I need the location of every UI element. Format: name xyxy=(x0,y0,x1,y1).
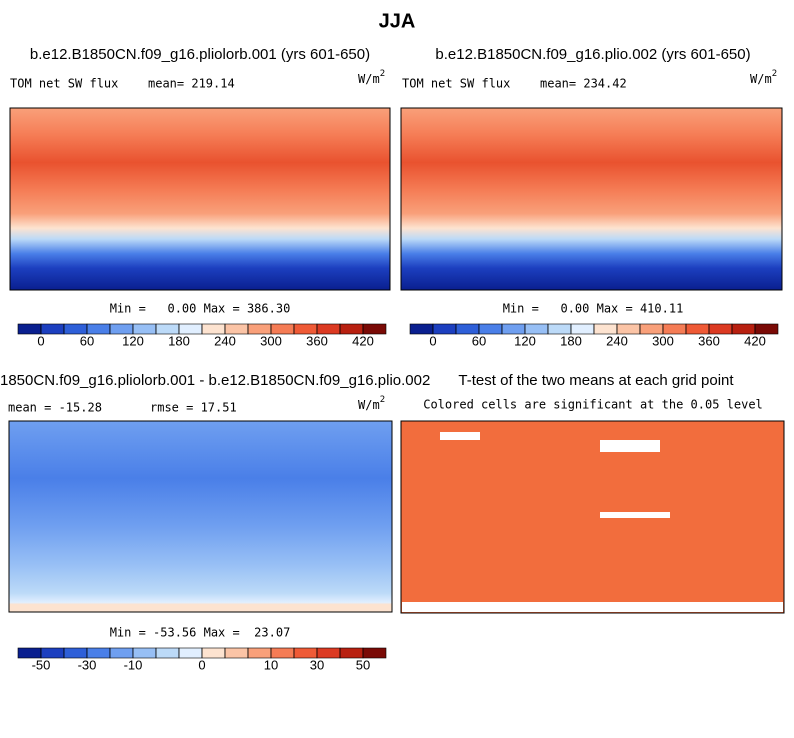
colorbar-tick-label: 0 xyxy=(198,657,205,672)
map xyxy=(9,107,391,291)
left-label: TOM net SW flux xyxy=(402,77,510,91)
colorbar-tick-label: 0 xyxy=(429,333,436,348)
figure-title: JJA xyxy=(379,10,416,32)
center-label: rmse = 17.51 xyxy=(150,401,237,415)
center-label: mean= 219.14 xyxy=(148,77,235,91)
panel-title: 1850CN.f09_g16.pliolorb.001 - b.e12.B185… xyxy=(0,372,430,389)
map xyxy=(400,420,785,614)
colorbar-tick-label: 360 xyxy=(698,333,720,348)
left-label: mean = -15.28 xyxy=(8,401,102,415)
colorbar-box xyxy=(155,647,180,659)
colorbar-tick-label: 10 xyxy=(264,657,278,672)
units-exp: 2 xyxy=(380,395,385,405)
colorbar-box xyxy=(224,647,249,659)
map-region xyxy=(600,440,660,452)
center-label: Colored cells are significant at the 0.0… xyxy=(423,398,763,412)
colorbar-tick-label: 300 xyxy=(652,333,674,348)
units-text: W/m xyxy=(358,398,380,412)
map xyxy=(400,107,783,291)
stats: Min = -53.56 Max = 23.07 xyxy=(110,626,291,640)
colorbar-tick-label: 420 xyxy=(744,333,766,348)
left-label: TOM net SW flux xyxy=(10,77,118,91)
colorbar-tick-label: 120 xyxy=(514,333,536,348)
units-text: W/m xyxy=(358,72,380,86)
panel-title: b.e12.B1850CN.f09_g16.pliolorb.001 (yrs … xyxy=(30,46,370,63)
units: W/m2 xyxy=(358,69,385,86)
units: W/m2 xyxy=(358,395,385,412)
colorbar-tick-label: 0 xyxy=(37,333,44,348)
colorbar-tick-label: -10 xyxy=(124,657,143,672)
map-region xyxy=(440,432,480,440)
colorbar-tick-label: 30 xyxy=(310,657,324,672)
stats: Min = 0.00 Max = 410.11 xyxy=(503,302,684,316)
colorbar-tick-label: 60 xyxy=(472,333,486,348)
center-label: mean= 234.42 xyxy=(540,77,627,91)
colorbar-tick-label: 50 xyxy=(356,657,370,672)
colorbar-tick-label: 180 xyxy=(560,333,582,348)
units: W/m2 xyxy=(750,69,777,86)
colorbar-tick-label: 240 xyxy=(606,333,628,348)
colorbar-tick-label: 60 xyxy=(80,333,94,348)
panel-title: T-test of the two means at each grid poi… xyxy=(458,372,734,389)
colorbar-tick-label: 240 xyxy=(214,333,236,348)
map xyxy=(8,420,393,613)
map-region xyxy=(402,602,783,612)
colorbar-tick-label: 360 xyxy=(306,333,328,348)
colorbar-tick-label: 420 xyxy=(352,333,374,348)
stats: Min = 0.00 Max = 386.30 xyxy=(110,302,291,316)
units-exp: 2 xyxy=(772,69,777,79)
colorbar-tick-label: -30 xyxy=(78,657,97,672)
colorbar-tick-label: 120 xyxy=(122,333,144,348)
colorbar-tick-label: 300 xyxy=(260,333,282,348)
map-region xyxy=(600,512,670,518)
units-text: W/m xyxy=(750,72,772,86)
panel-title: b.e12.B1850CN.f09_g16.plio.002 (yrs 601-… xyxy=(435,46,750,63)
colorbar-tick-label: -50 xyxy=(32,657,51,672)
units-exp: 2 xyxy=(380,69,385,79)
colorbar-tick-label: 180 xyxy=(168,333,190,348)
